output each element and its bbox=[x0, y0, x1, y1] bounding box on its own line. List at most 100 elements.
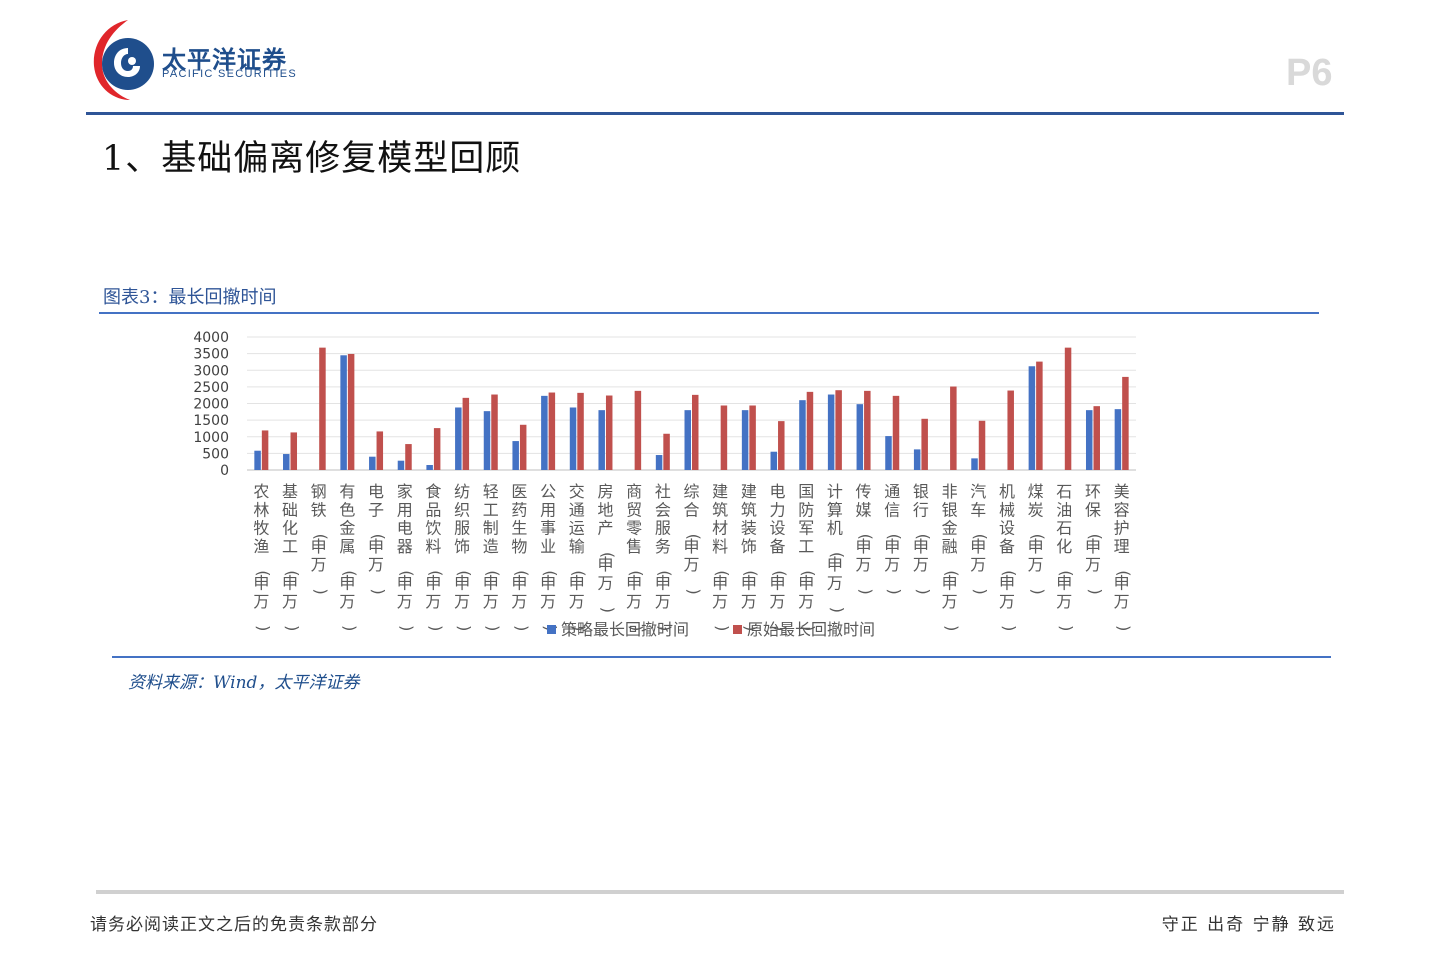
bar-strategy bbox=[512, 441, 519, 470]
bar-strategy bbox=[971, 458, 978, 470]
bar-original bbox=[1093, 406, 1100, 470]
bar-original bbox=[749, 405, 756, 470]
bar-original bbox=[577, 392, 584, 470]
bar-original bbox=[778, 421, 785, 470]
footer-disclaimer: 请务必阅读正文之后的免责条款部分 bbox=[90, 915, 378, 935]
x-tick-label: 公用事业(申万) bbox=[540, 482, 560, 631]
pacific-securities-logo-icon bbox=[93, 20, 154, 100]
bar-strategy bbox=[1085, 410, 1093, 470]
bar-original bbox=[921, 418, 928, 470]
bar-strategy bbox=[569, 407, 577, 470]
x-tick-label: 基础化工(申万) bbox=[282, 482, 302, 631]
bar-original bbox=[720, 405, 728, 470]
legend-item: 原始最长回撤时间 bbox=[733, 620, 875, 639]
x-tick-label: 国防军工(申万) bbox=[798, 482, 818, 631]
x-tick-label: 商贸零售(申万) bbox=[626, 482, 646, 631]
bar-original bbox=[1036, 361, 1043, 470]
x-tick-label: 机械设备(申万) bbox=[999, 482, 1019, 631]
x-tick-label: 传媒(申万) bbox=[856, 482, 876, 595]
bar-original bbox=[376, 431, 384, 470]
x-tick-label: 建筑装饰(申万) bbox=[741, 482, 761, 631]
x-tick-label: 通信(申万) bbox=[884, 482, 904, 595]
page-number: P6 bbox=[1286, 52, 1333, 94]
bar-strategy bbox=[397, 460, 405, 470]
bar-original bbox=[433, 428, 441, 470]
y-tick-label: 4000 bbox=[193, 330, 229, 346]
bar-strategy bbox=[254, 450, 261, 470]
bar-original bbox=[519, 424, 527, 470]
bar-strategy bbox=[684, 410, 691, 470]
bar-strategy bbox=[483, 411, 491, 470]
bar-original bbox=[663, 433, 670, 470]
source-divider bbox=[112, 656, 1331, 658]
bar-original bbox=[548, 392, 556, 470]
legend-label: 策略最长回撤时间 bbox=[561, 620, 689, 639]
bar-strategy bbox=[1114, 409, 1122, 470]
bar-original bbox=[806, 391, 814, 470]
bar-strategy bbox=[741, 410, 749, 470]
legend-label: 原始最长回撤时间 bbox=[747, 620, 875, 639]
bar-strategy bbox=[913, 449, 921, 470]
header-divider bbox=[86, 112, 1344, 115]
y-tick-label: 500 bbox=[202, 446, 229, 462]
bar-original bbox=[290, 432, 298, 470]
bar-original bbox=[462, 397, 470, 470]
y-tick-label: 1500 bbox=[193, 413, 229, 429]
bar-original bbox=[978, 420, 986, 470]
x-tick-label: 交通运输(申万) bbox=[569, 482, 589, 631]
figure-label: 图表3：最长回撤时间 bbox=[103, 287, 277, 308]
bar-original bbox=[319, 347, 326, 470]
x-tick-label: 石油石化(申万) bbox=[1056, 482, 1076, 631]
y-tick-label: 3000 bbox=[193, 363, 229, 379]
source-note: 资料来源：Wind，太平洋证券 bbox=[128, 673, 360, 693]
y-tick-label: 3500 bbox=[193, 347, 229, 363]
x-tick-label: 农林牧渔(申万) bbox=[253, 482, 273, 631]
bar-strategy bbox=[541, 395, 548, 470]
x-tick-label: 社会服务(申万) bbox=[655, 482, 675, 631]
bar-original bbox=[1064, 347, 1072, 470]
bar-original bbox=[261, 430, 269, 470]
x-tick-label: 钢铁(申万) bbox=[311, 482, 331, 595]
bar-strategy bbox=[827, 394, 835, 470]
bar-strategy bbox=[885, 436, 892, 470]
bar-original bbox=[347, 353, 355, 470]
bar-strategy bbox=[799, 400, 806, 470]
x-tick-label: 汽车(申万) bbox=[970, 482, 990, 595]
bar-strategy bbox=[770, 451, 778, 470]
brand-name-en: PACIFIC SECURITIES bbox=[162, 68, 298, 80]
bar-strategy bbox=[655, 455, 663, 470]
figure-divider bbox=[99, 312, 1319, 314]
x-tick-label: 电力设备(申万) bbox=[770, 482, 790, 631]
bar-original bbox=[835, 390, 842, 470]
x-tick-label: 煤炭(申万) bbox=[1028, 482, 1048, 595]
bar-strategy bbox=[1028, 366, 1036, 470]
legend-item: 策略最长回撤时间 bbox=[547, 620, 689, 639]
bar-strategy bbox=[598, 410, 605, 470]
x-tick-label: 家用电器(申万) bbox=[397, 482, 417, 631]
bar-strategy bbox=[856, 404, 864, 470]
footer-divider bbox=[96, 890, 1344, 894]
bar-strategy bbox=[283, 454, 290, 470]
bar-original bbox=[892, 395, 900, 470]
x-tick-label: 医药生物(申万) bbox=[511, 482, 531, 631]
y-tick-label: 0 bbox=[220, 463, 229, 479]
x-tick-label: 环保(申万) bbox=[1085, 482, 1105, 595]
chart-gridlines bbox=[247, 336, 1136, 471]
bar-original bbox=[491, 394, 498, 470]
bar-strategy bbox=[369, 456, 376, 470]
bar-original bbox=[950, 386, 957, 470]
x-tick-label: 纺织服饰(申万) bbox=[454, 482, 474, 631]
x-tick-label: 食品饮料(申万) bbox=[425, 482, 445, 631]
y-tick-label: 1000 bbox=[193, 430, 229, 446]
x-tick-label: 计算机(申万) bbox=[827, 482, 847, 613]
legend-swatch bbox=[733, 625, 742, 634]
x-tick-label: 银行(申万) bbox=[913, 482, 933, 595]
x-tick-label: 轻工制造(申万) bbox=[483, 482, 503, 631]
x-tick-label: 建筑材料(申万) bbox=[712, 482, 732, 631]
section-title: 1、基础偏离修复模型回顾 bbox=[102, 139, 522, 179]
bar-original bbox=[692, 394, 699, 470]
bar-original bbox=[864, 390, 871, 470]
x-tick-label: 美容护理(申万) bbox=[1114, 482, 1134, 631]
chart-legend: 策略最长回撤时间 原始最长回撤时间 bbox=[547, 620, 875, 639]
